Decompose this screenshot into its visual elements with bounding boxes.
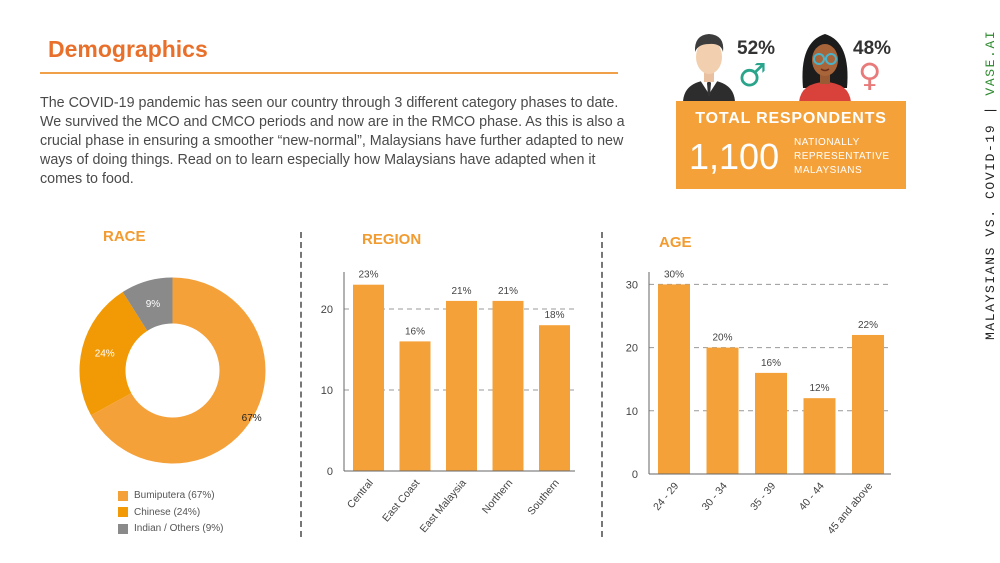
legend-item: Bumiputera (67%) [118, 488, 223, 503]
female-symbol-icon: ♀ [858, 56, 882, 94]
chart-region-category-label: Central [345, 477, 376, 511]
male-symbol-icon: ♂ [738, 56, 767, 94]
chart-age-bar-45-and-above [852, 334, 884, 474]
chart-age-bar-label: 16% [761, 358, 781, 369]
chart-age-category-label: 35 - 39 [748, 480, 778, 513]
chart-region-bar-central [353, 284, 384, 471]
chart-region-bar-label: 21% [451, 286, 471, 297]
race-legend: Bumiputera (67%) Chinese (24%) Indian / … [118, 488, 223, 538]
chart-age-category-label: 30 - 34 [700, 480, 730, 513]
chart-region-bar-label: 23% [358, 270, 378, 281]
chart-region-category-label: East Malaysia [418, 477, 469, 535]
male-percentage: 52% [737, 38, 776, 59]
donut-label-bumiputera: 67% [242, 413, 262, 424]
age-chart-title: AGE [659, 234, 692, 251]
region-bar-chart: 0 10 20 23% Central 16% East Coast 21% East Mala… [321, 270, 575, 535]
respondents-count: 1,100 [689, 136, 780, 177]
respondents-description-line: REPRESENTATIVE [794, 151, 890, 162]
donut-slice-indian-others [122, 277, 173, 331]
chart-region-bar-east-coast [399, 341, 431, 471]
chart-age-bar-40-44 [803, 398, 836, 474]
region-chart-title: REGION [362, 231, 422, 248]
chart-age-ytick: 30 [626, 279, 638, 291]
legend-swatch [118, 490, 128, 501]
intro-paragraph: The COVID-19 pandemic has seen our count… [40, 95, 625, 187]
chart-age-bar-label: 12% [809, 383, 829, 394]
donut-slice-chinese [79, 291, 148, 416]
chart-age-ytick: 10 [626, 406, 638, 418]
side-label: MALAYSIANS VS. COVID-19 | VASE.AI [983, 30, 998, 340]
legend-swatch [118, 507, 128, 517]
chart-age-ytick: 0 [632, 469, 638, 481]
chart-age-category-label: 24 - 29 [651, 480, 681, 513]
side-label-text: MALAYSIANS VS. COVID-19 | [983, 95, 998, 340]
chart-region-ytick: 0 [327, 466, 333, 478]
chart-region-bar-label: 18% [544, 310, 564, 321]
legend-item: Indian / Others (9%) [118, 521, 223, 536]
respondents-description-line: MALAYSIANS [794, 165, 863, 176]
chart-age-bar-label: 20% [712, 333, 732, 344]
respondents-title: TOTAL RESPONDENTS [695, 110, 887, 127]
chart-age-bar-label: 22% [858, 320, 878, 331]
respondents-description: NATIONALLY REPRESENTATIVE MALAYSIANS [794, 136, 904, 178]
chart-region-ytick: 10 [321, 385, 333, 397]
chart-region-bar-northern [492, 300, 524, 471]
page-title: Demographics [48, 36, 208, 62]
legend-label: Indian / Others (9%) [134, 523, 224, 534]
chart-age-bar-30-34 [706, 347, 739, 474]
female-percentage: 48% [853, 38, 892, 59]
chart-region-category-label: East Coast [380, 477, 422, 524]
donut-slice-bumiputera [91, 277, 266, 464]
section-divider [300, 232, 302, 537]
chart-region-bar-southern [539, 325, 570, 471]
respondents-description-line: NATIONALLY [794, 137, 860, 148]
section-divider [601, 232, 603, 537]
chart-age-ytick: 20 [626, 343, 638, 355]
chart-region-bar-east-malaysia [446, 300, 477, 471]
race-chart-title: RACE [103, 228, 146, 245]
chart-age-bar-24-29 [658, 284, 690, 474]
chart-region-category-label: Northern [480, 477, 516, 516]
respondents-box: TOTAL RESPONDENTS 1,100 NATIONALLY REPRE… [676, 101, 906, 189]
brand-name: VASE.AI [983, 29, 998, 96]
chart-region-bar-label: 16% [405, 326, 425, 337]
legend-swatch [118, 523, 128, 534]
donut-label-indian-others: 9% [146, 299, 161, 310]
chart-age-category-label: 40 - 44 [797, 480, 827, 513]
chart-region-bar-label: 21% [498, 286, 518, 297]
age-bar-chart: 0 10 20 30 30% 24 - 29 20% 30 - 34 16% 35 - 39 12%… [626, 269, 891, 537]
chart-age-bar-label: 30% [664, 269, 684, 280]
female-avatar-icon [799, 34, 851, 102]
legend-label: Chinese (24%) [134, 506, 201, 518]
title-underline [40, 72, 618, 74]
legend-label: Bumiputera (67%) [134, 490, 215, 501]
donut-label-chinese: 24% [95, 349, 115, 360]
chart-region-category-label: Southern [525, 477, 562, 517]
legend-item: Chinese (24%) [118, 505, 223, 520]
chart-age-bar-35-39 [755, 372, 787, 474]
chart-age-category-label: 45 and above [825, 480, 875, 537]
race-donut-chart: 67% 24% 9% [79, 277, 266, 464]
male-avatar-icon [683, 34, 735, 102]
chart-region-ytick: 20 [321, 304, 333, 316]
